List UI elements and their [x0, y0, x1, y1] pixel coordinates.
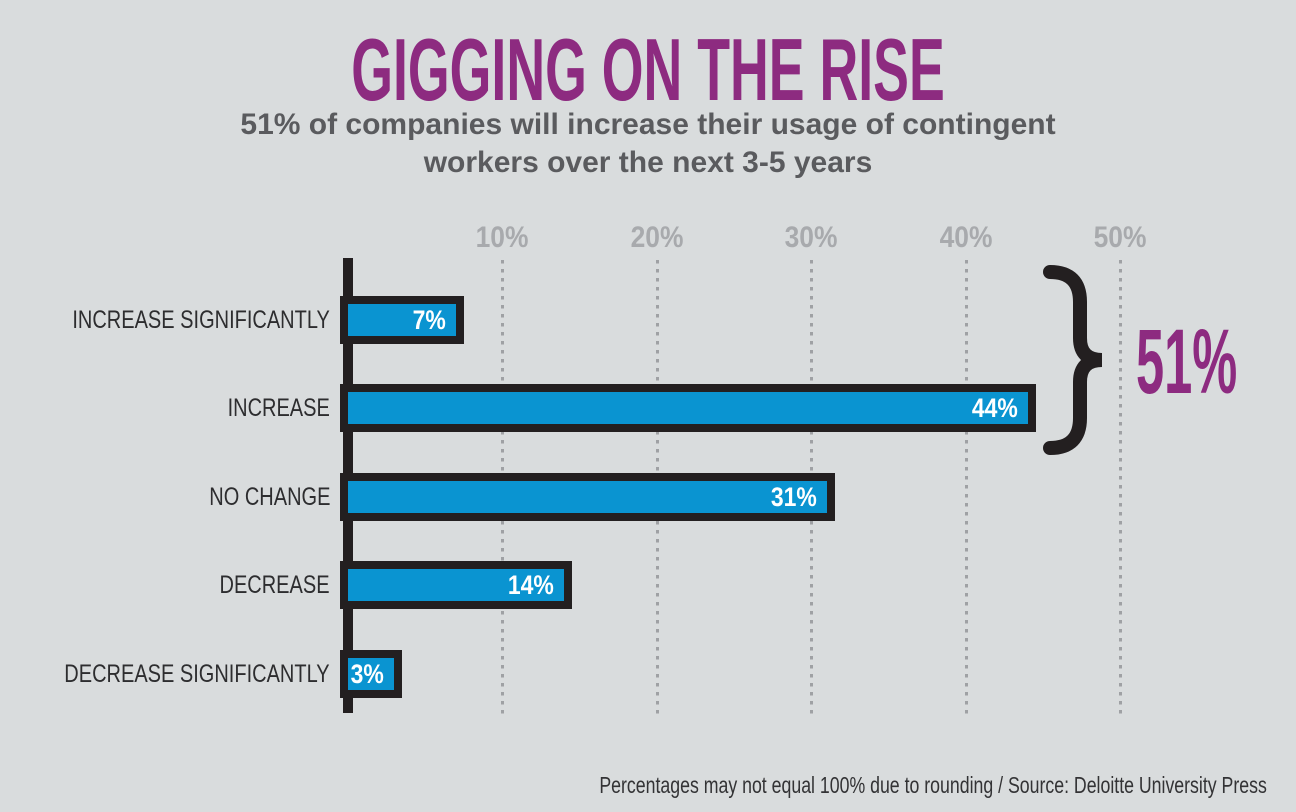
x-tick-text: 20%	[630, 221, 684, 254]
category-label-text: INCREASE	[227, 394, 330, 422]
subtitle-line-1: 51% of companies will increase their usa…	[240, 108, 1056, 141]
bar-decrease-significantly: 3%	[340, 650, 403, 698]
bar-increase: 44%	[340, 384, 1036, 432]
category-label: INCREASE SIGNIFICANTLY	[8, 296, 330, 344]
gridline	[1119, 260, 1122, 718]
gridline	[964, 260, 968, 718]
x-tick-label: 20%	[597, 222, 717, 254]
category-label: DECREASE SIGNIFICANTLY	[0, 650, 330, 698]
bar-decrease: 14%	[340, 561, 573, 609]
bar-value-label: 31%	[770, 481, 817, 512]
category-label-text: DECREASE	[219, 571, 330, 599]
category-label: INCREASE	[202, 384, 330, 432]
bar-value-label: 3%	[350, 658, 385, 689]
bar-no-change: 31%	[340, 473, 835, 521]
x-tick-text: 50%	[1094, 221, 1147, 254]
page-title: GIGGING ON THE RISE	[351, 20, 945, 119]
bar-value-label: 14%	[508, 569, 555, 600]
x-tick-label: 30%	[752, 222, 872, 254]
footnote-source: Percentages may not equal 100% due to ro…	[599, 772, 1267, 798]
callout-total-value: 51%	[1136, 311, 1238, 413]
x-tick-label: 10%	[443, 222, 563, 254]
bar-value-label: 7%	[412, 304, 446, 335]
curly-brace-icon	[1043, 265, 1103, 455]
x-tick-label: 50%	[1061, 222, 1181, 254]
bar-value-label: 44%	[971, 392, 1018, 423]
subtitle-line-2: workers over the next 3-5 years	[423, 146, 873, 179]
subtitle: 51% of companies will increase their usa…	[0, 106, 1296, 182]
x-tick-label: 40%	[906, 222, 1026, 254]
x-tick-text: 40%	[939, 221, 993, 254]
category-label: NO CHANGE	[179, 473, 330, 521]
bar-increase-significantly: 7%	[340, 296, 465, 344]
category-label-text: INCREASE SIGNIFICANTLY	[72, 306, 330, 334]
x-tick-text: 30%	[785, 221, 838, 254]
category-label-text: DECREASE SIGNIFICANTLY	[64, 660, 330, 688]
category-label: DECREASE	[192, 561, 330, 609]
category-label-text: NO CHANGE	[208, 483, 330, 511]
x-tick-text: 10%	[476, 221, 529, 254]
